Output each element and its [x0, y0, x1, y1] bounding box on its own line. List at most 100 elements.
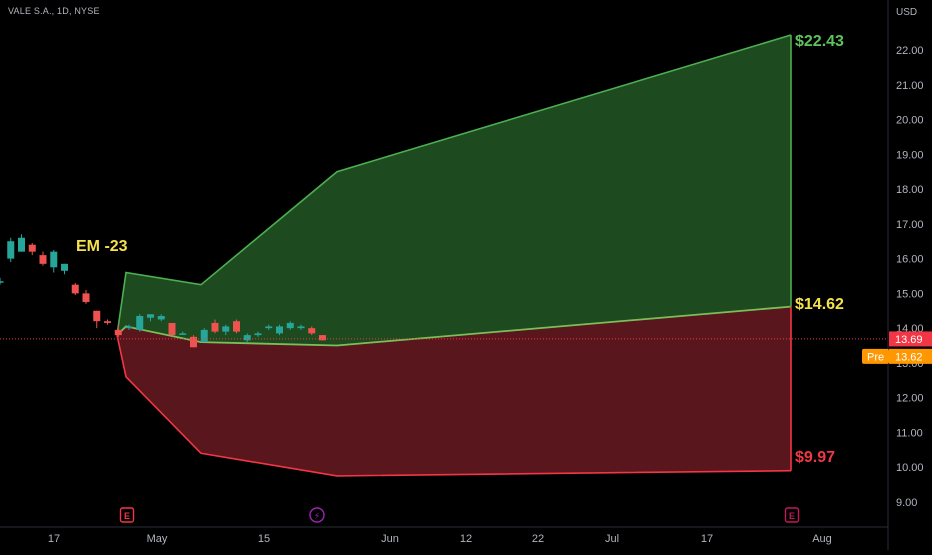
upper-target-label: $22.43: [795, 33, 844, 50]
pre-market-badge: [889, 348, 932, 364]
upside-zone: [117, 35, 791, 346]
marker-circle: [309, 507, 325, 523]
upper-boundary-line: [116, 34, 792, 336]
candle-body: [7, 241, 15, 259]
price-tick-label: 9.00: [896, 497, 917, 509]
candle-body: [125, 326, 133, 329]
earnings-marker-icon[interactable]: E: [784, 507, 800, 523]
time-tick-label: Jul: [605, 533, 619, 545]
time-axis[interactable]: 17 May 15 Jun 12 22 Jul 17 Aug: [48, 533, 832, 545]
downside-zone: [117, 306, 791, 476]
lower-target-label: $9.97: [795, 449, 835, 466]
candle: [243, 333, 251, 343]
time-tick-label: 15: [258, 533, 270, 545]
candle: [136, 314, 144, 332]
candle: [190, 335, 197, 348]
candle: [200, 328, 208, 343]
symbol-title: VALE S.A., 1D, NYSE: [8, 6, 100, 16]
candle-body: [254, 333, 262, 336]
candle-body: [93, 310, 101, 322]
candle: [93, 310, 101, 329]
currency-label: USD: [896, 7, 917, 18]
candle: [71, 282, 79, 296]
price-tick-label: 10.00: [896, 462, 924, 474]
candle: [179, 331, 187, 336]
candle-body: [319, 335, 326, 341]
price-axis[interactable]: 9.0010.0011.0012.0013.0014.0015.0016.001…: [862, 7, 932, 509]
price-tick-label: 12.00: [896, 393, 924, 405]
time-tick-label: May: [147, 533, 168, 545]
candle: [297, 324, 305, 330]
candle-body: [147, 314, 154, 318]
candle-body: [61, 263, 68, 271]
price-tick-label: 15.00: [896, 288, 924, 300]
candle: [28, 242, 36, 256]
marker-label: ⚡: [314, 511, 320, 521]
pre-market-value: 13.62: [895, 351, 923, 363]
pre-market-label: Pre: [867, 351, 884, 363]
candle: [18, 234, 25, 252]
candle-body: [297, 326, 305, 329]
candle-body: [233, 321, 240, 332]
candle-body: [276, 326, 283, 334]
marker-label: E: [124, 511, 130, 521]
candle-body: [136, 315, 144, 330]
candle-body: [190, 336, 197, 348]
price-tick-label: 19.00: [896, 149, 924, 161]
candle-body: [243, 335, 251, 341]
candle: [0, 277, 4, 285]
candle-body: [104, 321, 111, 323]
last-price-badge: [889, 331, 932, 347]
candle: [233, 319, 240, 334]
price-tick-label: 21.00: [896, 80, 924, 92]
candle-body: [265, 326, 273, 329]
candle-body: [200, 329, 208, 343]
middle-boundary-line: [116, 305, 792, 347]
marker-box: [784, 507, 800, 523]
dividend-marker-icon[interactable]: ⚡: [309, 507, 325, 523]
candle-body: [211, 322, 219, 332]
candle: [319, 335, 326, 341]
candle-body: [286, 322, 294, 329]
candle-body: [71, 284, 79, 294]
candle: [211, 319, 219, 334]
candle: [147, 314, 154, 322]
time-tick-label: 17: [48, 533, 60, 545]
candle-body: [39, 255, 47, 264]
candle: [276, 324, 283, 336]
candle-body: [179, 333, 187, 335]
middle-target-label: $14.62: [795, 296, 844, 313]
time-tick-label: 17: [701, 533, 713, 545]
price-tick-label: 22.00: [896, 45, 924, 57]
candle-body: [157, 315, 165, 320]
candle-body: [308, 328, 316, 334]
earnings-marker-icon[interactable]: E: [119, 507, 135, 523]
candle: [308, 326, 316, 336]
time-tick-label: 22: [532, 533, 544, 545]
price-tick-label: 20.00: [896, 115, 924, 127]
candle: [265, 324, 273, 330]
candle: [7, 237, 15, 263]
price-tick-label: 18.00: [896, 184, 924, 196]
last-price-value: 13.69: [895, 334, 923, 346]
candle: [82, 289, 90, 304]
candle-body: [82, 293, 90, 303]
time-tick-label: 12: [460, 533, 472, 545]
candle: [104, 319, 111, 325]
candle-body: [114, 329, 122, 336]
candle: [50, 249, 58, 273]
candle: [222, 324, 230, 336]
candle: [168, 322, 176, 336]
lower-boundary-line: [116, 334, 792, 477]
candle-body: [50, 251, 58, 268]
price-tick-label: 11.00: [896, 427, 923, 439]
price-tick-label: 17.00: [896, 219, 924, 231]
candle-body: [0, 281, 4, 283]
candle: [114, 324, 122, 337]
candlestick-series: [0, 234, 326, 348]
pre-market-tag: [862, 348, 889, 364]
candle: [125, 324, 133, 330]
marker-label: E: [789, 511, 795, 521]
